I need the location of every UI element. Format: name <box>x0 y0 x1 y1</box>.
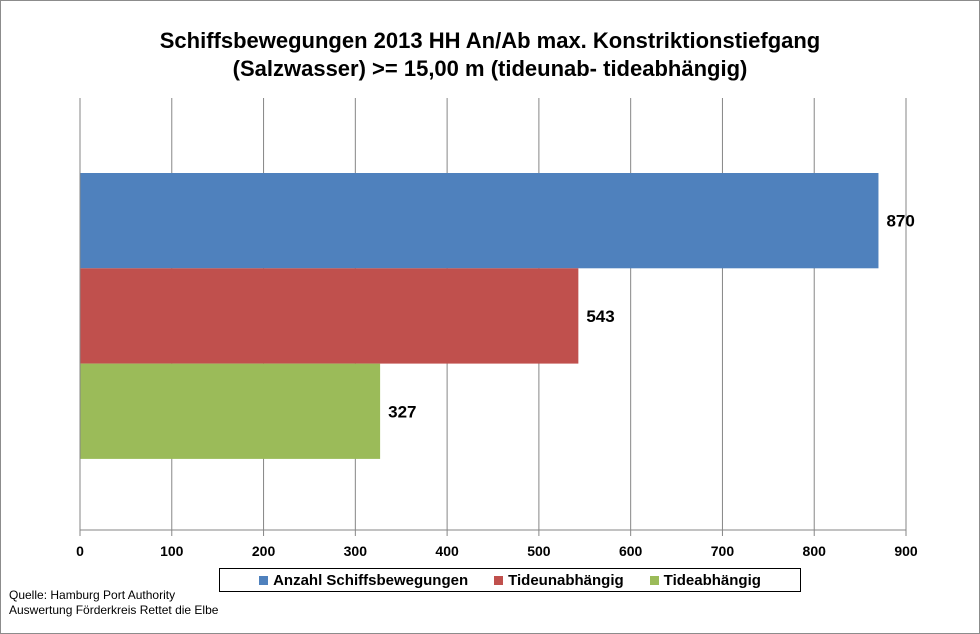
x-tick-label-900: 900 <box>894 543 918 559</box>
bar-0 <box>80 173 879 269</box>
x-tick-label-300: 300 <box>344 543 368 559</box>
bar-2 <box>80 363 381 459</box>
legend-item-anzahl: Anzahl Schiffsbewegungen <box>259 572 468 589</box>
chart-title-line2: (Salzwasser) >= 15,00 m (tideunab- tidea… <box>232 56 748 81</box>
legend-swatch-tideunabhaengig <box>494 575 504 585</box>
bar-1 <box>80 268 579 364</box>
x-tick-label-800: 800 <box>803 543 827 559</box>
legend-label-tideunabhaengig: Tideunabhängig <box>508 571 624 589</box>
x-tick-label-700: 700 <box>711 543 735 559</box>
legend-swatch-anzahl <box>259 575 269 585</box>
chart-title: Schiffsbewegungen 2013 HH An/Ab max. Kon… <box>0 27 980 83</box>
x-tick-label-100: 100 <box>160 543 184 559</box>
chart-title-line1: Schiffsbewegungen 2013 HH An/Ab max. Kon… <box>159 28 821 53</box>
legend: Anzahl Schiffsbewegungen Tideunabhängig … <box>219 568 801 592</box>
x-tick-label-200: 200 <box>252 543 276 559</box>
source-line2: Auswertung Förderkreis Rettet die Elbe <box>9 603 219 617</box>
x-tick-label-500: 500 <box>527 543 551 559</box>
source-note: Quelle: Hamburg Port Authority Auswertun… <box>9 588 218 618</box>
data-label-1: 543 <box>586 307 614 326</box>
data-label-2: 327 <box>388 402 416 421</box>
legend-label-tideabhaengig: Tideabhängig <box>663 571 761 589</box>
legend-label-anzahl: Anzahl Schiffsbewegungen <box>273 571 469 589</box>
x-tick-label-400: 400 <box>435 543 459 559</box>
legend-item-tideabhaengig: Tideabhängig <box>649 571 761 589</box>
x-tick-label-0: 0 <box>76 543 84 559</box>
legend-item-tideunabhaengig: Tideunabhängig <box>494 572 624 589</box>
x-tick-label-600: 600 <box>619 543 643 559</box>
legend-swatch-tideabhaengig <box>649 575 659 585</box>
source-line1: Quelle: Hamburg Port Authority <box>9 588 176 602</box>
data-label-0: 870 <box>886 212 914 231</box>
